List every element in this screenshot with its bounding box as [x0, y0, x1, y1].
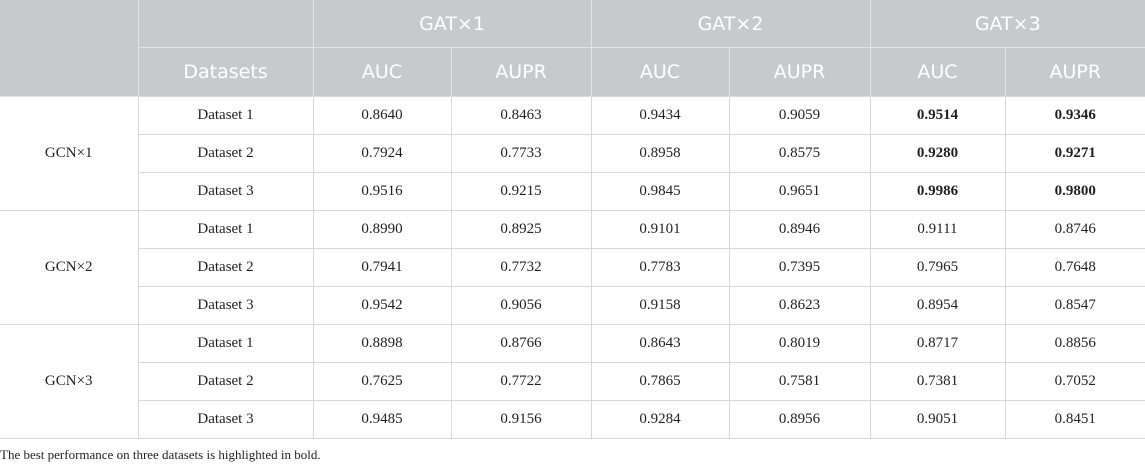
header-group-gat3: GAT×3: [869, 0, 1145, 48]
value-cell: 0.9986: [869, 172, 1006, 211]
table-row: Dataset 3 0.9485 0.9156 0.9284 0.8956 0.9051 0…: [0, 400, 1145, 439]
value-cell: 0.8640: [312, 96, 452, 135]
table-row: GCN×2 Dataset 1 0.8990 0.8925 0.9101 0.8946 0.…: [0, 210, 1145, 325]
value-cell: 0.8547: [1004, 286, 1145, 325]
value-cell: 0.8946: [728, 210, 871, 249]
header-metric: AUC: [869, 47, 1005, 97]
value-cell: 0.8623: [728, 286, 871, 325]
value-cell: 0.9434: [590, 96, 730, 135]
value-cell: 0.8898: [312, 324, 452, 363]
header-metric: AUPR: [728, 47, 870, 97]
value-cell: 0.7648: [1004, 248, 1145, 287]
row-group-label: GCN×1: [0, 96, 139, 211]
value-cell: 0.9514: [869, 96, 1006, 135]
value-cell: 0.7865: [590, 362, 730, 401]
value-cell: 0.9346: [1004, 96, 1145, 135]
header-row-metrics: Datasets AUC AUPR AUC AUPR AUC AUPR: [0, 47, 1145, 97]
value-cell: 0.8766: [450, 324, 592, 363]
value-cell: 0.9845: [590, 172, 730, 211]
value-cell: 0.7965: [869, 248, 1006, 287]
value-cell: 0.9158: [590, 286, 730, 325]
dataset-cell: Dataset 1: [137, 96, 314, 135]
value-cell: 0.7733: [450, 134, 592, 173]
results-table: GAT×1 GAT×2 GAT×3 Datasets AUC AUPR AUC …: [0, 0, 1145, 439]
table-row: GCN×1 Dataset 1 0.8640 0.8463 0.9434 0.9059 0.…: [0, 96, 1145, 211]
header-row-groups: GAT×1 GAT×2 GAT×3: [0, 0, 1145, 97]
value-cell: 0.8990: [312, 210, 452, 249]
value-cell: 0.7722: [450, 362, 592, 401]
value-cell: 0.9059: [728, 96, 871, 135]
table-row: Dataset 3 0.9542 0.9056 0.9158 0.8623 0.8954 0…: [0, 286, 1145, 325]
value-cell: 0.8717: [869, 324, 1006, 363]
value-cell: 0.7625: [312, 362, 452, 401]
value-cell: 0.9156: [450, 400, 592, 439]
value-cell: 0.7783: [590, 248, 730, 287]
table-row: Dataset 2 0.7924 0.7733 0.8958 0.8575 0.9280 0…: [0, 134, 1145, 173]
value-cell: 0.9271: [1004, 134, 1145, 173]
header-group-gat2: GAT×2: [590, 0, 870, 48]
value-cell: 0.8575: [728, 134, 871, 173]
dataset-cell: Dataset 1: [137, 210, 314, 249]
value-cell: 0.9051: [869, 400, 1006, 439]
value-cell: 0.9215: [450, 172, 592, 211]
value-cell: 0.9651: [728, 172, 871, 211]
header-metric: AUPR: [1004, 47, 1145, 97]
value-cell: 0.8019: [728, 324, 871, 363]
value-cell: 0.8463: [450, 96, 592, 135]
value-cell: 0.7732: [450, 248, 592, 287]
value-cell: 0.7052: [1004, 362, 1145, 401]
header-datasets: Datasets: [137, 47, 313, 97]
table-footnote: The best performance on three datasets i…: [0, 447, 321, 462]
value-cell: 0.8451: [1004, 400, 1145, 439]
dataset-cell: Dataset 2: [138, 134, 314, 173]
value-cell: 0.9485: [312, 400, 452, 439]
value-cell: 0.8958: [590, 134, 730, 173]
value-cell: 0.8643: [590, 324, 730, 363]
value-cell: 0.7924: [312, 134, 452, 173]
header-metric: AUC: [312, 47, 451, 97]
value-cell: 0.9284: [590, 400, 730, 439]
value-cell: 0.9516: [312, 172, 452, 211]
header-metric: AUC: [590, 47, 729, 97]
value-cell: 0.9056: [450, 286, 592, 325]
value-cell: 0.9101: [590, 210, 730, 249]
table-row: Dataset 2 0.7941 0.7732 0.7783 0.7395 0.7965 0…: [0, 248, 1145, 287]
row-group-label: GCN×3: [0, 324, 139, 439]
value-cell: 0.8925: [450, 210, 592, 249]
table-row: Dataset 2 0.7625 0.7722 0.7865 0.7581 0.7381 0…: [0, 362, 1145, 401]
header-group-gat1: GAT×1: [312, 0, 591, 48]
dataset-cell: Dataset 2: [138, 248, 314, 287]
table-body: GCN×1 Dataset 1 0.8640 0.8463 0.9434 0.9059 0.…: [0, 96, 1145, 439]
value-cell: 0.9542: [312, 286, 452, 325]
dataset-cell: Dataset 3: [138, 286, 314, 325]
value-cell: 0.7381: [869, 362, 1006, 401]
table-row: Dataset 3 0.9516 0.9215 0.9845 0.9651 0.9986 0…: [0, 172, 1145, 211]
value-cell: 0.8954: [869, 286, 1006, 325]
value-cell: 0.7941: [312, 248, 452, 287]
dataset-cell: Dataset 1: [137, 324, 314, 363]
value-cell: 0.7581: [728, 362, 871, 401]
value-cell: 0.8856: [1004, 324, 1145, 363]
value-cell: 0.7395: [728, 248, 871, 287]
row-group-label: GCN×2: [0, 210, 139, 325]
value-cell: 0.8746: [1004, 210, 1145, 249]
value-cell: 0.9280: [869, 134, 1006, 173]
header-blank: [137, 0, 313, 48]
dataset-cell: Dataset 3: [138, 400, 314, 439]
header-corner: [0, 0, 138, 97]
value-cell: 0.9111: [869, 210, 1006, 249]
dataset-cell: Dataset 2: [138, 362, 314, 401]
value-cell: 0.8956: [728, 400, 871, 439]
table-header: GAT×1 GAT×2 GAT×3 Datasets AUC AUPR AUC …: [0, 0, 1145, 97]
dataset-cell: Dataset 3: [138, 172, 314, 211]
table-row: GCN×3 Dataset 1 0.8898 0.8766 0.8643 0.8019 0.…: [0, 324, 1145, 439]
header-metric: AUPR: [450, 47, 591, 97]
value-cell: 0.9800: [1004, 172, 1145, 211]
